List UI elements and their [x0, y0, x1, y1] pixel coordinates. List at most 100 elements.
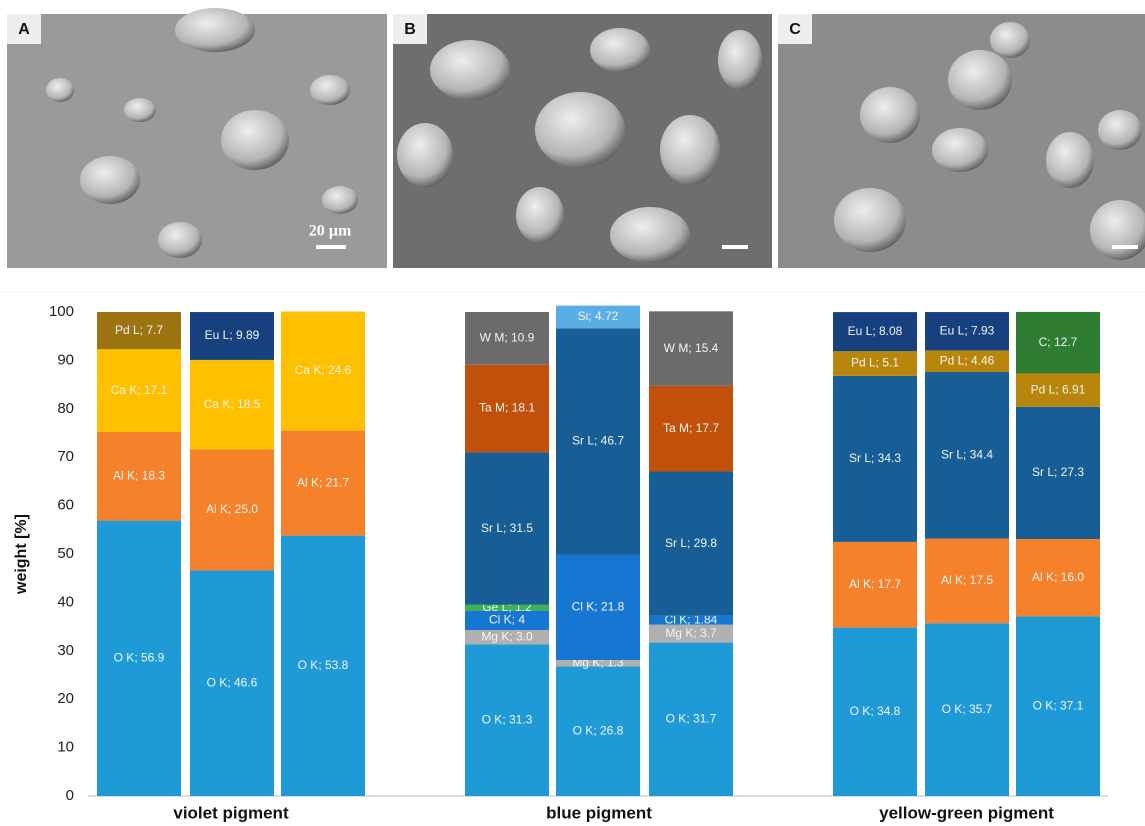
bar-segment [465, 644, 549, 796]
data-label: Cl K; 1.84 [665, 612, 718, 626]
bar-segment [1016, 373, 1100, 407]
data-label: Eu L; 9.89 [205, 328, 260, 342]
bar-segment [190, 570, 274, 796]
panel-label: A [18, 21, 30, 38]
data-label: Si; 4.72 [578, 309, 619, 323]
data-label: O K; 56.9 [114, 650, 165, 664]
bar-segment [281, 311, 365, 431]
data-label: O K; 26.8 [573, 723, 624, 737]
y-tick-label: 90 [57, 351, 74, 368]
data-label: Sr L; 46.7 [572, 434, 624, 448]
data-label: Al K; 16.0 [1032, 570, 1084, 584]
data-label: Ta M; 17.7 [663, 421, 719, 435]
data-label: Sr L; 34.3 [849, 451, 901, 465]
bar-segment [649, 385, 733, 472]
bar-segment [97, 432, 181, 521]
bar-segment [649, 624, 733, 643]
y-tick-label: 80 [57, 400, 74, 417]
bar-segment [833, 312, 917, 352]
sem-image-c: C [778, 14, 1145, 268]
bar-segment [190, 359, 274, 450]
bar-segment [925, 623, 1009, 796]
y-tick-label: 50 [57, 545, 74, 562]
bar-segment [465, 452, 549, 605]
y-tick-label: 100 [49, 303, 74, 320]
panel-label: B [404, 21, 416, 38]
data-label: Al K; 17.7 [849, 577, 901, 591]
data-label: Pd L; 5.1 [851, 356, 899, 370]
bar-segment [833, 351, 917, 376]
data-label: Al K; 17.5 [941, 573, 993, 587]
data-label: Al K; 25.0 [206, 502, 258, 516]
data-label: Sr L; 34.4 [941, 447, 993, 461]
data-label: O K; 37.1 [1033, 698, 1084, 712]
panel-label: C [789, 21, 801, 38]
data-label: Ca K; 18.5 [204, 397, 261, 411]
y-axis-label: weight [%] [13, 514, 30, 595]
data-label: O K; 46.6 [207, 675, 258, 689]
data-label: Eu L; 8.08 [848, 324, 903, 338]
data-label: C; 12.7 [1039, 335, 1078, 349]
bar-segment [833, 627, 917, 796]
bar-segment [281, 430, 365, 536]
data-label: Al K; 18.3 [113, 468, 165, 482]
group-label: yellow-green pigment [879, 803, 1054, 822]
data-label: O K; 53.8 [298, 658, 349, 672]
bar-segment [97, 312, 181, 350]
bar-segment [925, 372, 1009, 539]
data-label: Sr L; 31.5 [481, 521, 533, 535]
data-label: Sr L; 29.8 [665, 536, 717, 550]
data-label: W M; 15.4 [664, 341, 719, 355]
bar-segment [465, 610, 549, 630]
bar-segment [925, 538, 1009, 624]
data-label: O K; 31.7 [666, 711, 717, 725]
bar-segment [556, 666, 640, 796]
y-tick-label: 40 [57, 593, 74, 610]
scale-bar [1112, 245, 1138, 249]
data-label: Mg K; 3.0 [481, 629, 533, 643]
bar-segment [649, 471, 733, 616]
y-tick-label: 0 [66, 787, 74, 804]
scale-bar-label: 20 µm [309, 223, 352, 240]
bar-segment [190, 449, 274, 571]
data-label: Ca K; 24.6 [295, 363, 352, 377]
bar-segment [556, 659, 640, 667]
data-label: Pd L; 6.91 [1031, 382, 1086, 396]
bar-segment [556, 554, 640, 660]
bar-segment [190, 312, 274, 360]
data-label: W M; 10.9 [480, 331, 535, 345]
bar-segment [925, 350, 1009, 373]
bar-segment [281, 535, 365, 796]
bar-segment [1016, 538, 1100, 617]
data-label: Cl K; 21.8 [572, 599, 625, 613]
data-label: O K; 35.7 [942, 702, 993, 716]
data-label: O K; 31.3 [482, 712, 533, 726]
group-label: blue pigment [546, 803, 652, 822]
data-label: Al K; 21.7 [297, 475, 349, 489]
scale-bar [316, 245, 346, 249]
scale-bar [722, 245, 748, 249]
data-label: Ta M; 18.1 [479, 401, 535, 415]
bar-segment [649, 642, 733, 796]
bar-segment [649, 311, 733, 386]
group-label: violet pigment [173, 803, 289, 822]
data-label: O K; 34.8 [850, 704, 901, 718]
bar-segment [833, 375, 917, 542]
bar-segment [1016, 311, 1100, 374]
bar-segment [97, 349, 181, 433]
bar-segment [465, 364, 549, 453]
bar-segment [465, 629, 549, 645]
y-tick-label: 20 [57, 690, 74, 707]
y-tick-label: 30 [57, 642, 74, 659]
y-tick-label: 70 [57, 448, 74, 465]
bar-segment [465, 604, 549, 611]
y-tick-label: 60 [57, 497, 74, 514]
data-label: Ca K; 17.1 [111, 383, 168, 397]
data-label: Pd L; 4.46 [940, 353, 995, 367]
bar-segment [833, 541, 917, 628]
bar-segment [556, 305, 640, 329]
bar-segment [556, 328, 640, 555]
data-label: Sr L; 27.3 [1032, 465, 1084, 479]
